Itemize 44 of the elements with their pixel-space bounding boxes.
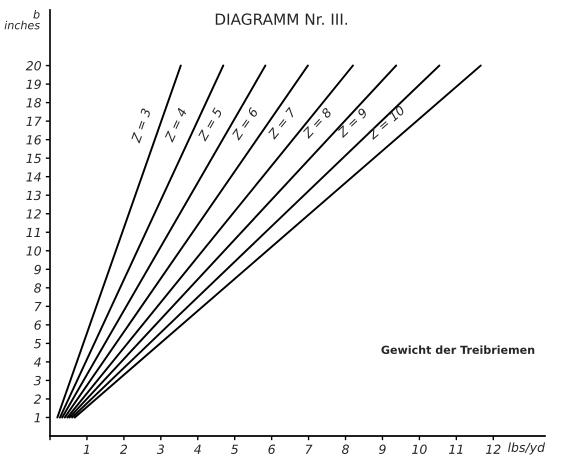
- y-tick-label: 11: [26, 228, 40, 238]
- y-tick-label: 1: [34, 413, 40, 422]
- y-tick-label: 18: [26, 98, 42, 108]
- chart-title: DIAGRAMM Nr. III.: [216, 13, 348, 25]
- x-tick-label: 11: [449, 444, 462, 454]
- text: Z = 6: [231, 106, 259, 141]
- x-tick-label: 8: [342, 444, 349, 454]
- x-tick-label: 7: [306, 444, 312, 454]
- y-tick-label: 13: [26, 190, 41, 200]
- x-tick-label: 4: [194, 444, 201, 454]
- y-tick-label: 16: [26, 135, 42, 145]
- x-axis-title: lbs/yd: [508, 442, 546, 454]
- y-tick-label: 10: [26, 246, 42, 256]
- text: Z = 5: [197, 107, 223, 142]
- y-tick-label: 9: [34, 264, 41, 274]
- annotation: Gewicht der Treibriemen: [381, 345, 534, 354]
- y-axis-title: b inches: [4, 10, 40, 30]
- text: Z = 4: [164, 108, 187, 143]
- x-tick-label: 10: [412, 444, 427, 454]
- text: Z = 9: [336, 107, 368, 138]
- y-tick-label: 20: [26, 61, 42, 70]
- x-tick-label: 12: [486, 444, 500, 454]
- x-tick-label: 9: [379, 444, 386, 454]
- y-tick-label: 14: [26, 172, 41, 182]
- x-tick-label: 6: [268, 444, 276, 454]
- y-tick-label: 5: [34, 339, 41, 348]
- y-tick-label: 2: [34, 394, 41, 404]
- x-tick-label: 3: [156, 444, 164, 454]
- y-tick-label: 17: [26, 116, 42, 126]
- x-tick-label: 1: [84, 444, 90, 454]
- x-tick-label: 2: [120, 444, 128, 454]
- text: Z = 3: [130, 108, 151, 144]
- y-tick-label: 6: [34, 320, 42, 330]
- y-tick-label: 4: [34, 358, 41, 367]
- y-tick-label: 12: [26, 209, 41, 218]
- x-tick-label: 5: [230, 444, 238, 454]
- y-tick-label: 8: [34, 283, 42, 293]
- y-tick-label: 7: [34, 302, 42, 312]
- y-tick-label: 15: [26, 154, 41, 164]
- text: Z = 8: [302, 107, 332, 139]
- y-tick-label: 19: [26, 80, 41, 90]
- text: Z = 10: [367, 105, 406, 140]
- text: Z = 7: [267, 106, 296, 140]
- y-tick-label: 3: [34, 376, 41, 386]
